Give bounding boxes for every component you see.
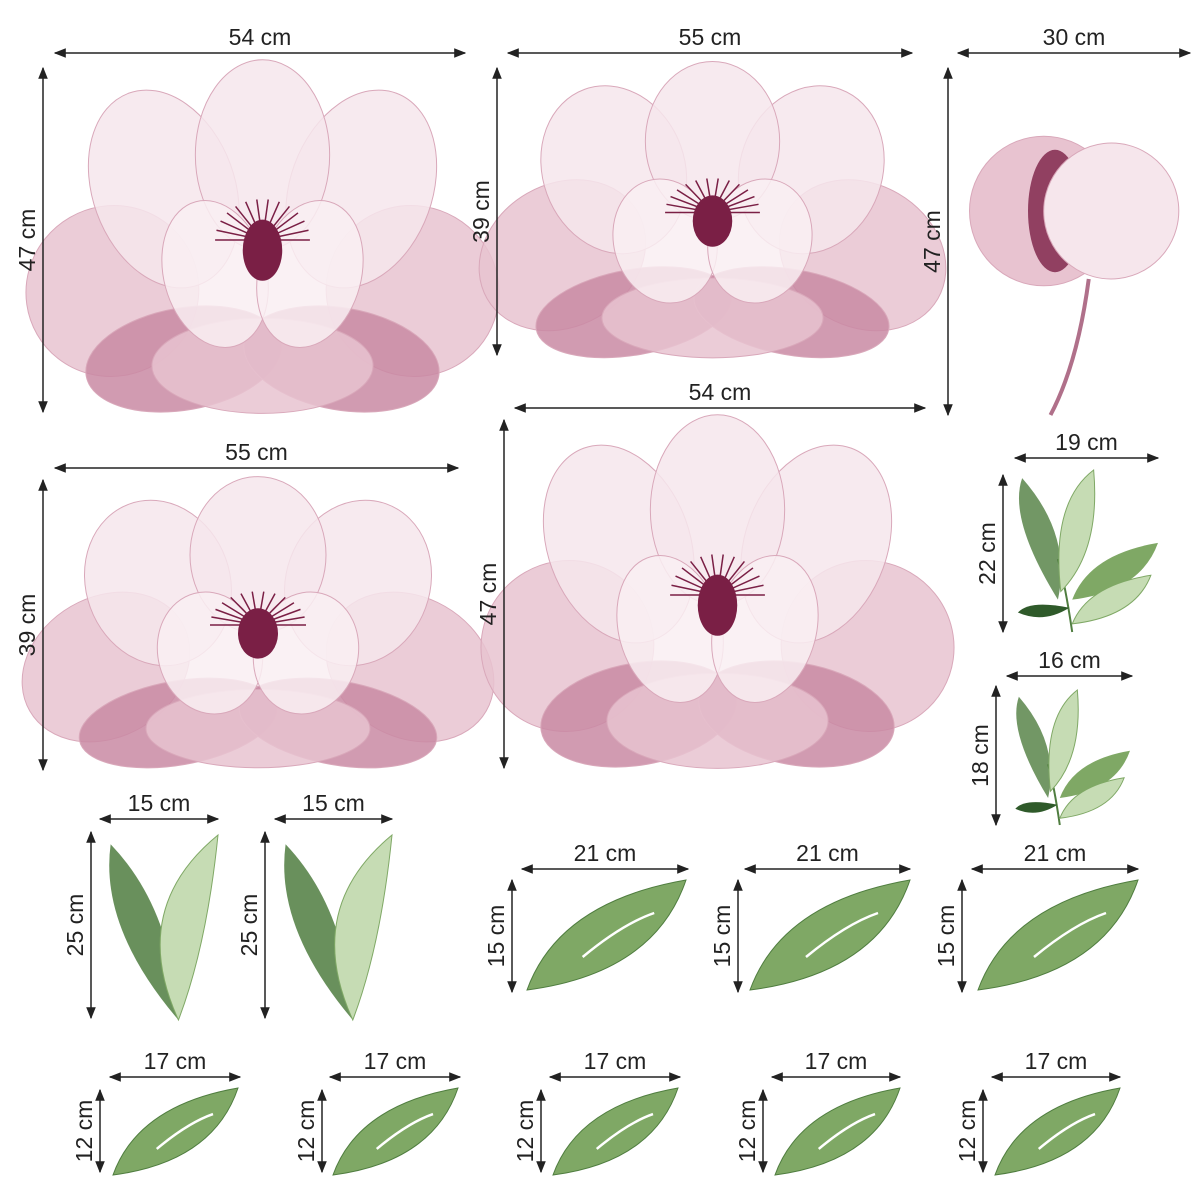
decal-item-leaf: 17 cm 12 cm	[734, 1048, 902, 1176]
leaf-vein	[595, 1112, 654, 1150]
width-label: 54 cm	[689, 379, 752, 405]
leaf	[1059, 750, 1130, 798]
leaf-vein	[1033, 911, 1107, 958]
width-label: 55 cm	[679, 24, 742, 50]
decal-item-flower: 54 cm 47 cm	[475, 379, 955, 770]
width-label: 30 cm	[1043, 24, 1106, 50]
height-label: 15 cm	[709, 905, 735, 968]
decal-item-leaf: 21 cm 15 cm	[709, 840, 912, 994]
decal-item-leaf-sprig: 19 cm 22 cm	[974, 429, 1160, 634]
decal-item-leaf-pair: 15 cm 25 cm	[236, 790, 394, 1022]
width-label: 21 cm	[574, 840, 637, 866]
width-label: 16 cm	[1038, 647, 1101, 673]
decal-item-flower: 54 cm 47 cm	[14, 24, 500, 414]
leaf	[284, 844, 353, 1020]
decal-item-bud: 30 cm 47 cm	[919, 24, 1192, 417]
decal-item-flower: 55 cm 39 cm	[14, 439, 495, 772]
leaf-vein	[581, 911, 655, 958]
decal-item-leaf: 17 cm 12 cm	[954, 1048, 1122, 1176]
height-label: 12 cm	[512, 1100, 538, 1163]
height-label: 25 cm	[236, 894, 262, 957]
width-label: 17 cm	[364, 1048, 427, 1074]
leaf	[749, 879, 911, 991]
width-label: 21 cm	[796, 840, 859, 866]
height-label: 12 cm	[954, 1100, 980, 1163]
decal-item-leaf-pair: 15 cm 25 cm	[62, 790, 220, 1022]
leaf	[552, 1087, 679, 1176]
width-label: 19 cm	[1055, 429, 1118, 455]
width-label: 17 cm	[1025, 1048, 1088, 1074]
width-label: 17 cm	[805, 1048, 868, 1074]
width-label: 15 cm	[302, 790, 365, 816]
decal-item-leaf: 21 cm 15 cm	[483, 840, 690, 994]
leaf-vein	[1037, 1112, 1096, 1150]
height-label: 12 cm	[293, 1100, 319, 1163]
leaf	[1015, 802, 1058, 813]
stem	[1048, 278, 1091, 416]
leaf	[109, 844, 179, 1020]
height-label: 47 cm	[14, 209, 40, 272]
leaf	[1059, 777, 1125, 819]
leaf-vein	[375, 1112, 434, 1150]
height-label: 15 cm	[933, 905, 959, 968]
flower-center	[697, 574, 738, 636]
leaf	[1058, 469, 1096, 593]
leaf	[1071, 574, 1152, 625]
height-label: 12 cm	[71, 1100, 97, 1163]
leaf	[1017, 604, 1070, 618]
width-label: 54 cm	[229, 24, 292, 50]
leaf	[774, 1087, 901, 1176]
petal	[601, 277, 824, 359]
leaf	[159, 833, 219, 1022]
leaf	[334, 833, 393, 1022]
leaf	[994, 1087, 1121, 1176]
decal-item-leaf-sprig: 16 cm 18 cm	[967, 647, 1134, 827]
height-label: 18 cm	[967, 724, 993, 787]
leaf	[112, 1087, 239, 1176]
leaf	[1072, 542, 1158, 600]
petal	[145, 688, 371, 769]
leaf	[1018, 478, 1062, 600]
leaf	[1048, 689, 1079, 793]
petal	[151, 317, 374, 414]
decal-item-leaf: 17 cm 12 cm	[512, 1048, 682, 1176]
height-label: 25 cm	[62, 894, 88, 957]
height-label: 47 cm	[475, 563, 501, 626]
decal-item-leaf: 21 cm 15 cm	[933, 840, 1140, 994]
flower-center	[692, 195, 733, 247]
leaf-vein	[155, 1112, 214, 1150]
width-label: 21 cm	[1024, 840, 1087, 866]
decal-item-flower: 55 cm 39 cm	[468, 24, 947, 359]
height-label: 12 cm	[734, 1100, 760, 1163]
leaf	[332, 1087, 459, 1176]
decal-item-leaf: 17 cm 12 cm	[71, 1048, 242, 1176]
petal	[1043, 142, 1180, 280]
width-label: 15 cm	[128, 790, 191, 816]
leaf-vein	[817, 1112, 876, 1150]
flower-center	[242, 219, 283, 281]
width-label: 17 cm	[584, 1048, 647, 1074]
leaf	[977, 879, 1139, 991]
leaf-vein	[805, 911, 879, 958]
height-label: 22 cm	[974, 522, 1000, 585]
height-label: 47 cm	[919, 210, 945, 273]
leaf	[526, 879, 687, 991]
height-label: 39 cm	[468, 180, 494, 243]
decal-item-leaf: 17 cm 12 cm	[293, 1048, 462, 1176]
width-label: 17 cm	[144, 1048, 207, 1074]
petal	[606, 672, 829, 769]
flower-center	[238, 608, 278, 659]
height-label: 15 cm	[483, 905, 509, 968]
leaf	[1016, 696, 1051, 798]
height-label: 39 cm	[14, 594, 40, 657]
width-label: 55 cm	[225, 439, 288, 465]
